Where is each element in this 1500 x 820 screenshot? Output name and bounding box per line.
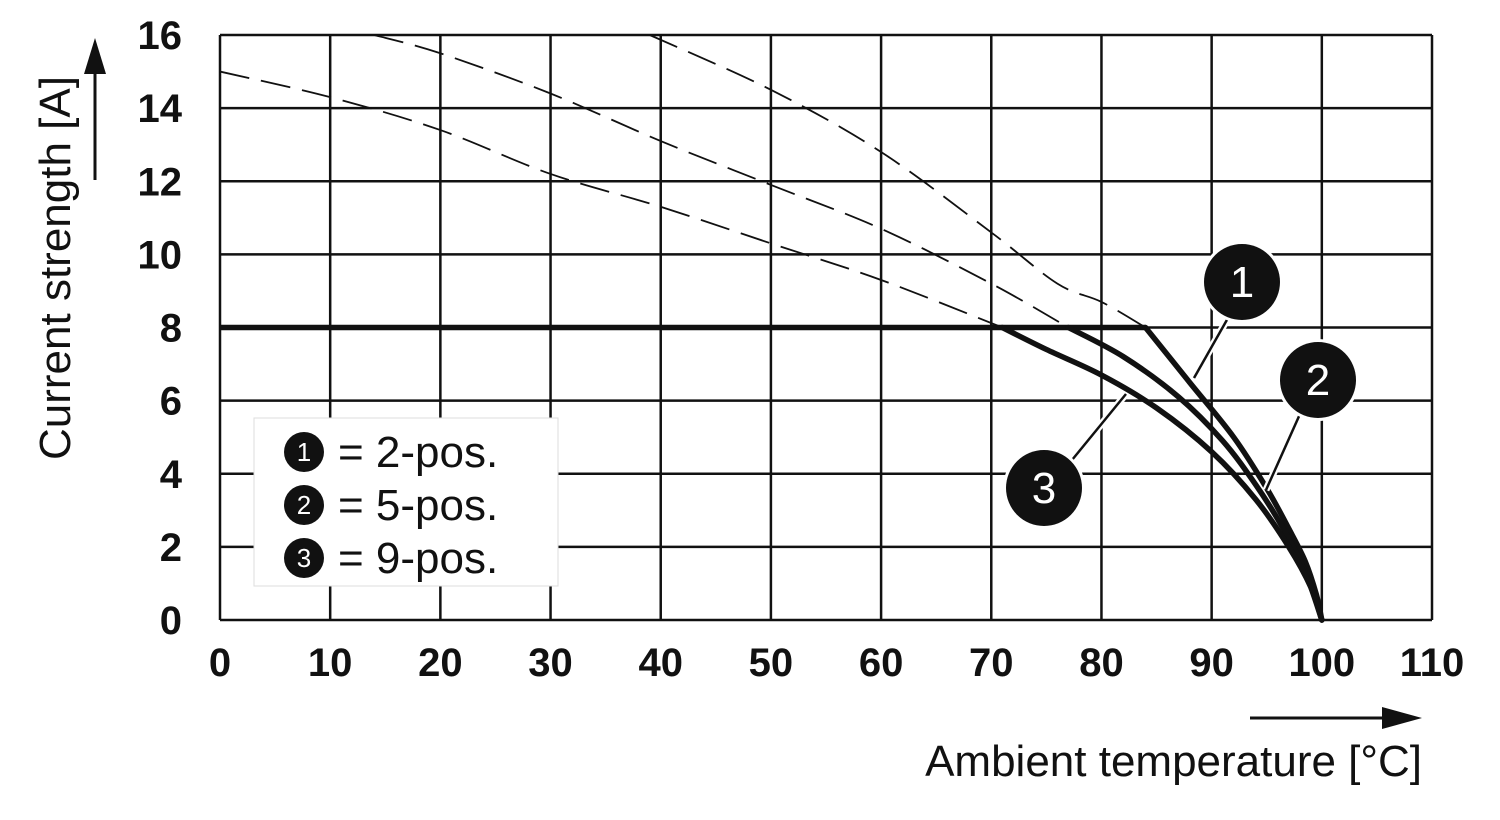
badge-3-leader	[1071, 393, 1127, 461]
series-2-unlimited-dashed	[374, 34, 1069, 329]
y-tick-label: 6	[160, 380, 182, 424]
legend-label: = 5-pos.	[338, 481, 498, 530]
series-3-derating-curve	[999, 324, 1325, 623]
x-tick-label: 60	[859, 641, 904, 685]
legend: 1 = 2-pos. 2 = 5-pos. 3 = 9-pos.	[253, 417, 559, 587]
x-tick-label: 70	[969, 641, 1014, 685]
series-1-unlimited-dashed	[649, 34, 1146, 329]
series-badges: 1 2 3	[1003, 241, 1359, 529]
y-axis-title-group: Current strength [A]	[31, 38, 106, 460]
badge-3-label: 3	[1032, 464, 1056, 513]
legend-badge-3	[284, 538, 324, 578]
x-axis-title-group: Ambient temperature [°C]	[925, 707, 1422, 786]
x-tick-label: 110	[1400, 641, 1465, 685]
y-tick-label: 2	[160, 526, 182, 570]
badge-3	[1006, 450, 1082, 526]
y-tick-label: 16	[138, 14, 183, 58]
y-axis-title: Current strength [A]	[31, 76, 80, 460]
legend-badge-2	[284, 485, 324, 525]
x-tick-label: 80	[1079, 641, 1124, 685]
y-tick-label: 14	[138, 87, 183, 131]
series-lines	[219, 34, 1325, 623]
x-tick-label: 10	[308, 641, 353, 685]
y-tick-label: 0	[160, 599, 182, 643]
badge-1-leader	[1192, 317, 1230, 379]
x-axis-arrow-head	[1382, 707, 1422, 729]
y-tick-label: 8	[160, 307, 182, 351]
y-tick-label: 12	[138, 160, 183, 204]
legend-label: = 2-pos.	[338, 428, 498, 477]
legend-badge-1	[284, 432, 324, 472]
badge-1-label: 1	[1230, 258, 1254, 307]
x-tick-label: 20	[418, 641, 463, 685]
y-tick-label: 10	[138, 233, 183, 277]
legend-badge-label: 3	[297, 543, 311, 573]
x-axis-title: Ambient temperature [°C]	[925, 737, 1422, 786]
x-tick-label: 90	[1189, 641, 1234, 685]
x-tick-label: 30	[528, 641, 573, 685]
series-3-unlimited-dashed	[219, 70, 1003, 329]
legend-badge-label: 2	[297, 490, 311, 520]
badge-1	[1204, 244, 1280, 320]
legend-items: 1 = 2-pos. 2 = 5-pos. 3 = 9-pos.	[284, 428, 498, 583]
y-tick-label: 4	[160, 453, 183, 497]
legend-badge-label: 1	[297, 437, 311, 467]
badge-2-label: 2	[1306, 356, 1330, 405]
x-tick-label: 100	[1288, 641, 1355, 685]
legend-label: = 9-pos.	[338, 534, 498, 583]
badge-2	[1280, 342, 1356, 418]
x-tick-label: 40	[638, 641, 683, 685]
y-axis-arrow-head	[84, 38, 106, 74]
x-tick-label: 50	[749, 641, 794, 685]
x-tick-label: 0	[209, 641, 231, 685]
badge-2-leader	[1264, 413, 1302, 491]
